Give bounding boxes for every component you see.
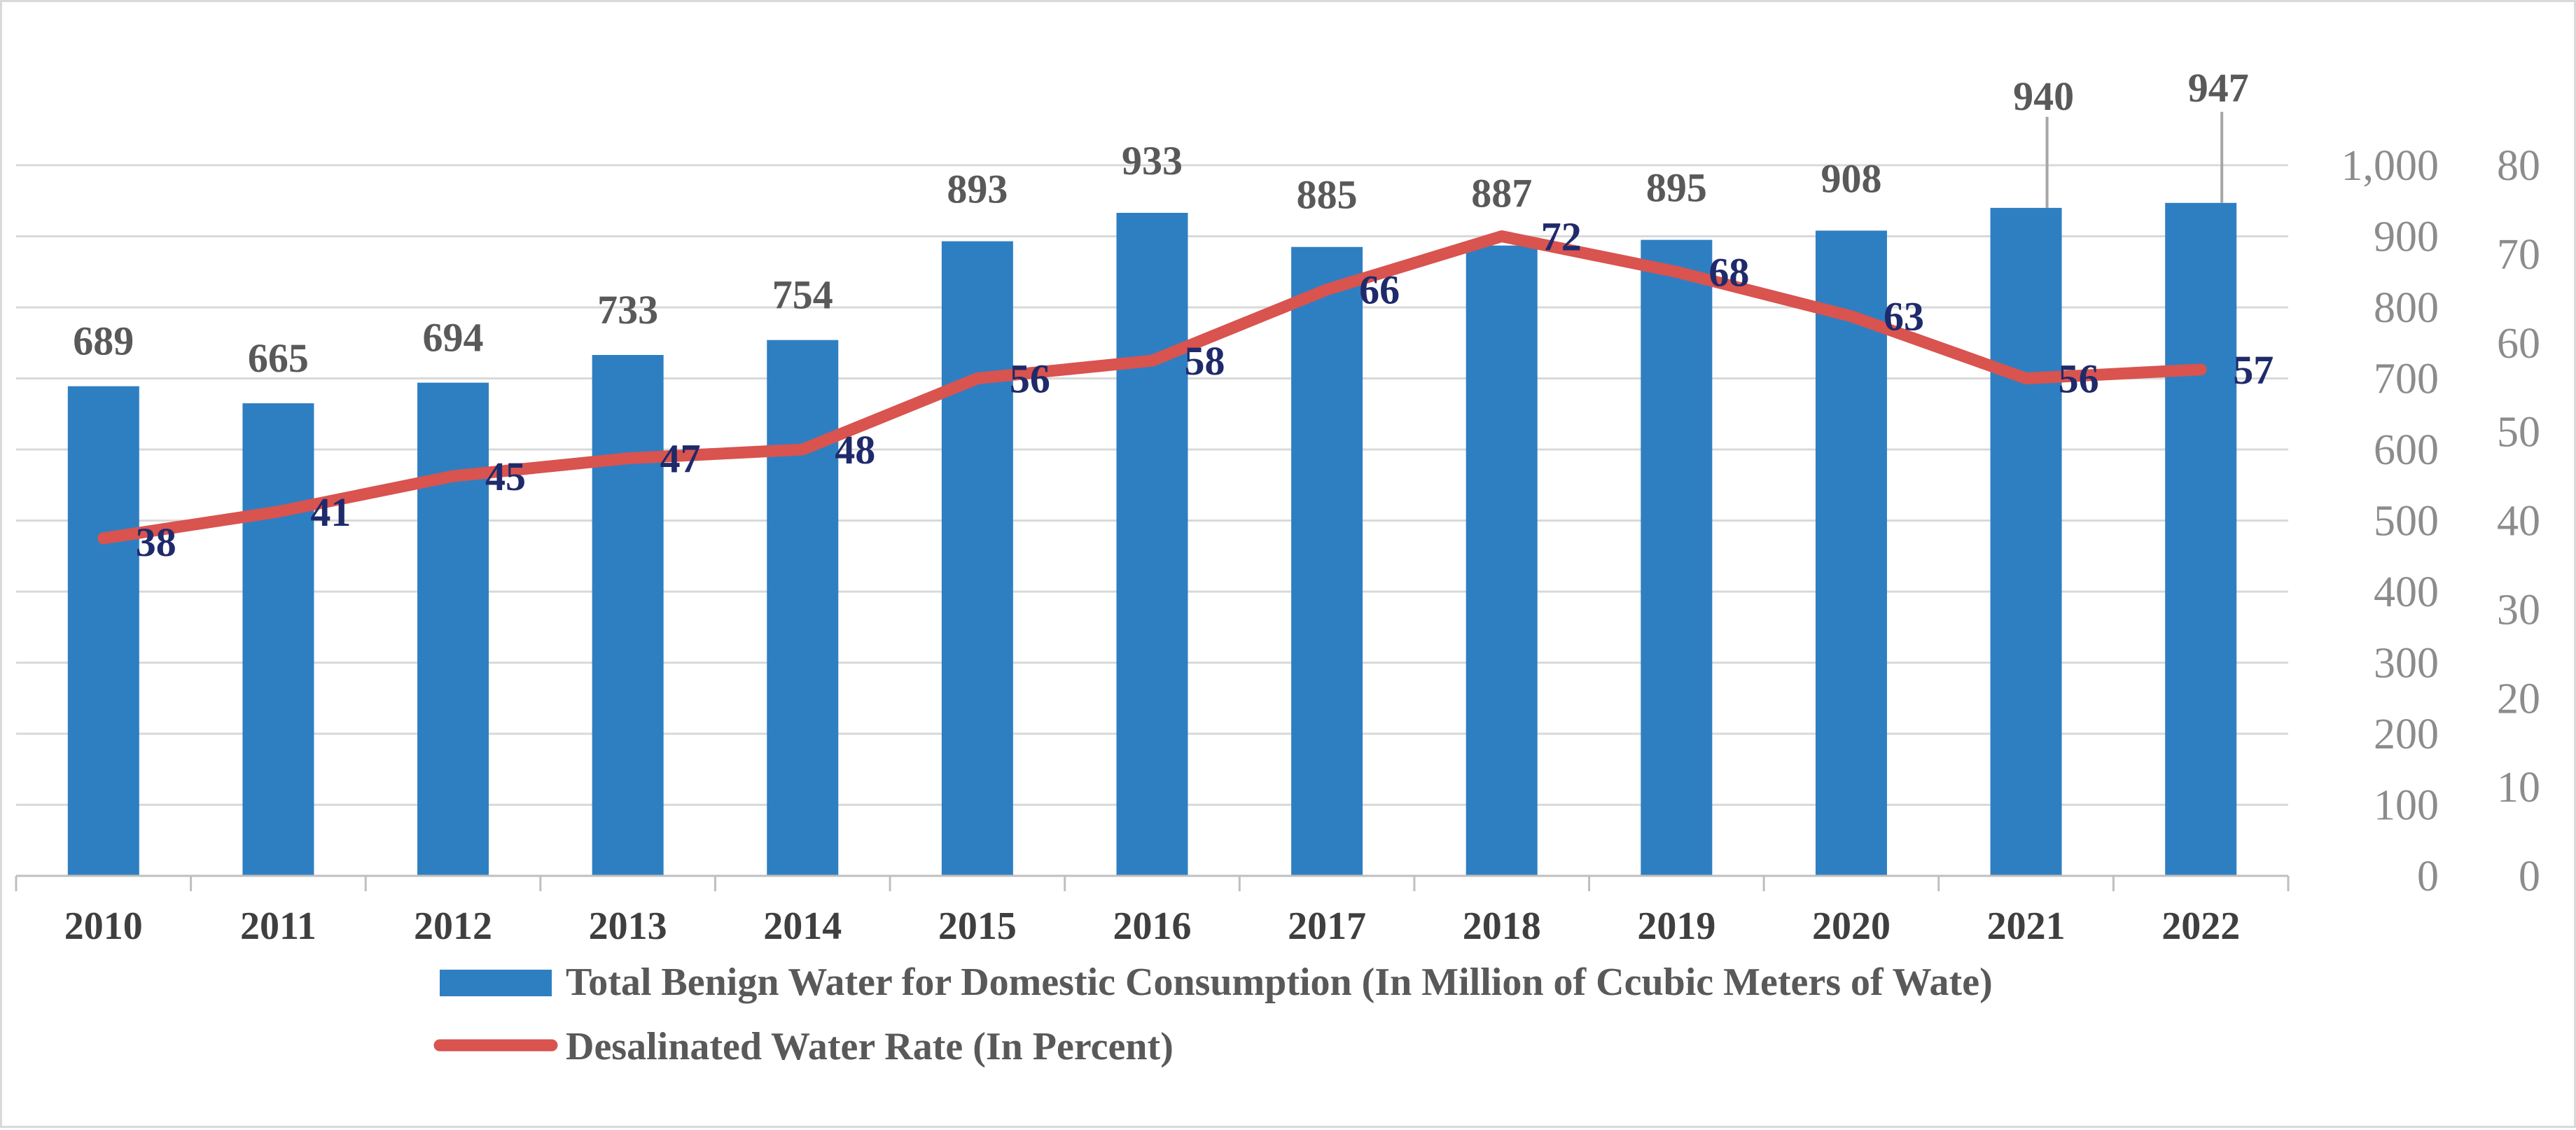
- line-label-2021: 56: [2059, 356, 2099, 402]
- bar-2019: [1641, 239, 1713, 876]
- line-point-2022: [2200, 368, 2202, 370]
- line-point-2015: [976, 377, 978, 379]
- line-label-2017: 66: [1359, 267, 1400, 313]
- y-primary-tick-200: 200: [2374, 711, 2439, 758]
- data-labels: 689 665 694 733 754 893 933 885 887 895 908 940 947 3…: [73, 65, 2274, 565]
- line-label-2020: 63: [1884, 294, 1924, 340]
- y-secondary-tick-60: 60: [2497, 320, 2540, 368]
- line-point-2011: [277, 510, 279, 512]
- x-tick-label-2012: 2012: [414, 905, 492, 948]
- line-point-2014: [802, 449, 804, 450]
- line-label-2016: 58: [1185, 338, 1225, 384]
- y-secondary-tick-30: 30: [2497, 586, 2540, 634]
- bar-2016: [1116, 213, 1188, 876]
- x-tick-label-2017: 2017: [1288, 905, 1366, 948]
- line-label-2010: 38: [136, 519, 176, 565]
- bar-label-2017: 885: [1297, 172, 1358, 218]
- x-tick-label-2019: 2019: [1637, 905, 1715, 948]
- bar-2014: [767, 340, 839, 876]
- bar-label-2013: 733: [597, 287, 658, 333]
- line-label-2013: 47: [660, 436, 701, 482]
- x-tick-label-2018: 2018: [1463, 905, 1541, 948]
- y-primary-tick-0: 0: [2417, 853, 2439, 900]
- bar-2021: [1990, 207, 2062, 876]
- legend-swatch-bar: [440, 970, 552, 996]
- bar-label-2011: 665: [248, 335, 309, 381]
- legend-label-bar: Total Benign Water for Domestic Consumpt…: [566, 961, 1993, 1004]
- y-secondary-tick-0: 0: [2519, 853, 2540, 900]
- bar-2018: [1465, 245, 1538, 876]
- y-secondary-tick-70: 70: [2497, 231, 2540, 279]
- x-tick-label-2016: 2016: [1113, 905, 1192, 948]
- legend: Total Benign Water for Domestic Consumpt…: [433, 961, 1993, 1068]
- y-primary-tick-100: 100: [2374, 782, 2439, 830]
- line-label-2022: 57: [2233, 347, 2274, 393]
- y-secondary-tick-50: 50: [2497, 409, 2540, 456]
- line-label-2014: 48: [835, 427, 875, 473]
- line-point-2021: [2025, 377, 2027, 379]
- bar-label-2014: 754: [772, 272, 833, 318]
- bar-label-2022: 947: [2188, 65, 2249, 111]
- y-primary-tick-600: 600: [2374, 426, 2439, 474]
- bar-series: [67, 202, 2237, 877]
- bar-label-2010: 689: [73, 319, 134, 364]
- y-secondary-tick-20: 20: [2497, 675, 2540, 723]
- y-secondary-tick-80: 80: [2497, 142, 2540, 190]
- bar-label-2016: 933: [1122, 138, 1183, 183]
- bar-label-2018: 887: [1471, 171, 1532, 216]
- line-label-2011: 41: [310, 489, 351, 535]
- line-point-2018: [1501, 235, 1503, 237]
- line-point-2012: [452, 475, 454, 477]
- bar-label-2021: 940: [2013, 74, 2074, 119]
- line-label-2012: 45: [485, 454, 526, 499]
- y-primary-tick-1,000: 1,000: [2341, 142, 2439, 190]
- x-tick-label-2010: 2010: [64, 905, 143, 948]
- x-tick-label-2020: 2020: [1812, 905, 1891, 948]
- legend-label-line: Desalinated Water Rate (In Percent): [566, 1025, 1174, 1068]
- line-point-2016: [1151, 360, 1153, 362]
- x-tick-label-2011: 2011: [240, 905, 316, 948]
- x-tick-label-2014: 2014: [763, 905, 842, 948]
- bar-label-2012: 694: [423, 315, 484, 361]
- line-series: [97, 230, 2207, 545]
- line-point-2010: [102, 537, 104, 539]
- y-secondary-tick-10: 10: [2497, 764, 2540, 811]
- line-point-2019: [1676, 271, 1678, 273]
- y-primary-tick-500: 500: [2374, 498, 2439, 545]
- y-primary-tick-400: 400: [2374, 569, 2439, 616]
- line-label-2018: 72: [1541, 214, 1582, 260]
- y-secondary-tick-40: 40: [2497, 498, 2540, 545]
- bar-2020: [1815, 230, 1887, 876]
- line-label-2015: 56: [1010, 356, 1050, 402]
- bar-2012: [417, 382, 489, 876]
- bar-label-2019: 895: [1646, 165, 1707, 211]
- y-primary-tick-700: 700: [2374, 356, 2439, 403]
- x-tick-label-2021: 2021: [1987, 905, 2066, 948]
- line-point-2020: [1850, 315, 1852, 317]
- y-primary-tick-800: 800: [2374, 284, 2439, 332]
- x-tick-label-2022: 2022: [2161, 905, 2240, 948]
- bar-2022: [2165, 202, 2237, 876]
- y-primary-tick-900: 900: [2374, 214, 2439, 261]
- line-label-2019: 68: [1708, 249, 1749, 295]
- bar-2017: [1291, 246, 1363, 877]
- bar-2011: [242, 403, 314, 876]
- bar-2013: [592, 355, 664, 876]
- axis-ticks: 0 100 200 300 400 500 600 700 800 900 1,000 0 10 20 30…: [2341, 142, 2541, 900]
- x-tick-label-2015: 2015: [938, 905, 1017, 948]
- bar-label-2015: 893: [947, 167, 1008, 212]
- bar-label-2020: 908: [1820, 155, 1881, 201]
- bar-2015: [941, 241, 1013, 877]
- line-point-2017: [1326, 288, 1328, 291]
- bar-2010: [67, 386, 139, 876]
- x-tick-label-2013: 2013: [589, 905, 667, 948]
- x-axis: 2010 2011 2012 2013 2014 2015 2016 2017 2018 2019…: [15, 874, 2290, 948]
- line-point-2013: [627, 457, 629, 459]
- y-primary-tick-300: 300: [2374, 640, 2439, 688]
